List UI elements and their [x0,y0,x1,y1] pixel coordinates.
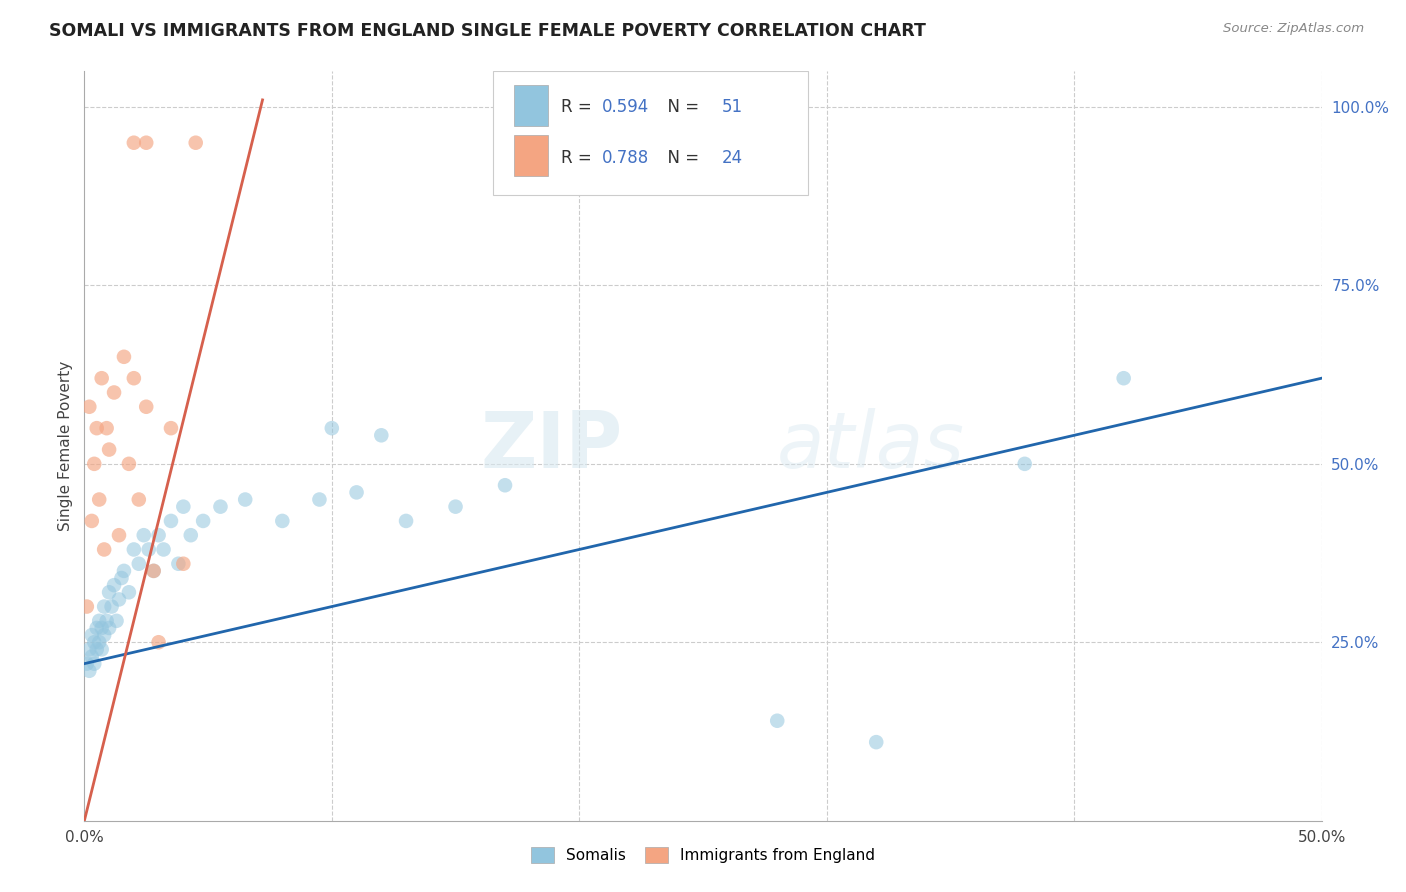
Point [86,621,108,635]
Point [108,592,131,607]
Point [90,642,112,657]
Point [321,421,343,435]
Point [110,571,132,585]
Text: N =: N = [657,97,704,116]
Point [180,528,202,542]
Text: N =: N = [657,149,704,167]
Point [98,442,121,457]
Point [122,371,145,385]
Point [142,564,165,578]
Text: ZIP: ZIP [481,408,623,484]
Point [98,621,121,635]
Y-axis label: Single Female Poverty: Single Female Poverty [58,361,73,531]
Point [76,657,98,671]
Point [865,735,887,749]
Point [80,514,103,528]
Point [79,400,101,414]
Point [118,457,141,471]
Point [766,714,789,728]
Point [142,564,165,578]
Text: atlas: atlas [778,408,965,484]
Bar [513,85,548,126]
Point [233,492,256,507]
Point [112,350,135,364]
Point [105,614,128,628]
Point [1014,457,1036,471]
Point [79,642,101,657]
Point [135,136,157,150]
Text: R =: R = [561,149,596,167]
Point [96,614,118,628]
Point [93,599,115,614]
Point [444,500,467,514]
Point [346,485,368,500]
Point [79,664,101,678]
Point [148,528,170,542]
Point [83,657,105,671]
Text: 0.594: 0.594 [602,97,648,116]
Point [80,628,103,642]
Point [89,635,111,649]
Point [138,542,160,557]
Point [148,635,170,649]
Point [370,428,392,442]
Point [90,371,112,385]
Point [395,514,418,528]
Point [118,585,141,599]
Text: R =: R = [561,97,596,116]
Point [100,599,122,614]
Point [93,628,115,642]
Point [83,635,105,649]
Point [83,457,105,471]
Point [76,599,98,614]
Point [128,557,150,571]
Point [209,500,232,514]
Point [108,528,131,542]
Point [167,557,190,571]
Point [93,542,115,557]
Point [89,614,111,628]
Point [494,478,516,492]
Point [191,514,214,528]
Point [1112,371,1135,385]
Point [89,492,111,507]
Point [271,514,294,528]
Point [152,542,174,557]
Text: 24: 24 [721,149,742,167]
Point [172,500,194,514]
Point [112,564,135,578]
Point [184,136,207,150]
Text: 0.788: 0.788 [602,149,648,167]
Point [160,514,183,528]
Bar [513,135,548,177]
Point [98,585,121,599]
Point [96,421,118,435]
Point [122,542,145,557]
Point [172,557,194,571]
Point [86,642,108,657]
Point [103,578,125,592]
Point [160,421,183,435]
Point [132,528,155,542]
Point [103,385,125,400]
Point [308,492,330,507]
Point [86,421,108,435]
Legend: Somalis, Immigrants from England: Somalis, Immigrants from England [526,841,880,869]
Text: SOMALI VS IMMIGRANTS FROM ENGLAND SINGLE FEMALE POVERTY CORRELATION CHART: SOMALI VS IMMIGRANTS FROM ENGLAND SINGLE… [49,22,927,40]
Text: Source: ZipAtlas.com: Source: ZipAtlas.com [1223,22,1364,36]
Point [122,136,145,150]
Point [80,649,103,664]
FancyBboxPatch shape [492,71,808,195]
Text: 51: 51 [721,97,742,116]
Point [135,400,157,414]
Point [128,492,150,507]
Point [90,621,112,635]
